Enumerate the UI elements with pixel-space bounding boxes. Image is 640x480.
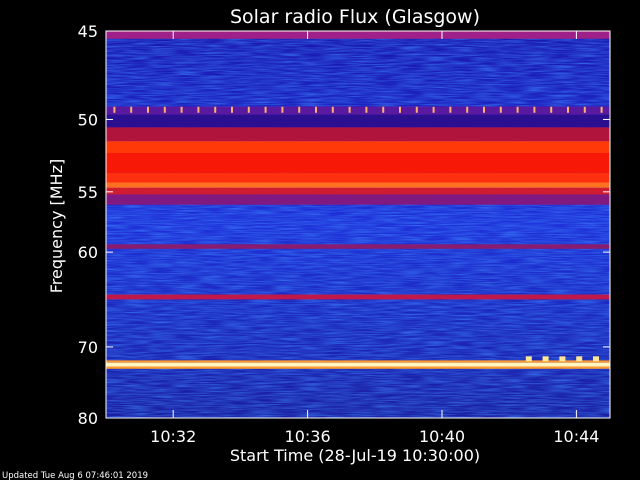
marker-0-20 — [449, 106, 452, 113]
x-axis: 10:32 10:36 10:40 10:44 — [150, 31, 599, 446]
y-tick-label-3: 60 — [78, 243, 98, 262]
band-6 — [106, 172, 610, 183]
marker-0-2 — [147, 106, 149, 113]
band-12 — [106, 360, 610, 363]
marker-0-6 — [214, 106, 217, 113]
marker-1-4 — [593, 356, 599, 362]
marker-0-13 — [331, 106, 334, 113]
band-1 — [106, 106, 610, 115]
y-axis-label: Frequency [MHz] — [47, 159, 66, 293]
marker-0-23 — [499, 106, 502, 113]
band-5 — [106, 153, 610, 173]
marker-0-9 — [264, 106, 267, 113]
marker-0-22 — [483, 106, 485, 113]
marker-0-18 — [415, 106, 418, 113]
marker-0-28 — [583, 106, 586, 113]
marker-1-3 — [576, 356, 583, 362]
y-tick-label-0: 45 — [78, 22, 98, 41]
band-14 — [106, 366, 610, 369]
marker-0-0 — [113, 106, 116, 113]
marker-0-4 — [180, 106, 183, 113]
marker-0-7 — [231, 106, 233, 113]
marker-0-16 — [382, 106, 385, 113]
updated-timestamp: Updated Tue Aug 6 07:46:01 2019 — [2, 471, 148, 480]
marker-0-3 — [163, 106, 166, 113]
marker-1-1 — [542, 356, 549, 362]
band-10 — [106, 244, 610, 249]
y-tick-label-1: 50 — [78, 110, 98, 129]
marker-0-8 — [247, 106, 250, 113]
x-tick-label-3: 10:44 — [553, 427, 599, 446]
x-tick-label-1: 10:36 — [285, 427, 331, 446]
band-0 — [106, 31, 610, 39]
band-2 — [106, 114, 610, 128]
band-3 — [106, 127, 610, 142]
y-tick-label-5: 80 — [78, 409, 98, 428]
x-tick-label-2: 10:40 — [419, 427, 465, 446]
marker-0-12 — [315, 106, 317, 113]
x-tick-label-0: 10:32 — [150, 427, 196, 446]
y-axis: 45 50 55 60 70 80 — [78, 22, 610, 428]
chart-title: Solar radio Flux (Glasgow) — [230, 6, 480, 28]
band-13 — [106, 362, 610, 367]
marker-0-1 — [130, 106, 133, 113]
marker-0-10 — [281, 106, 284, 113]
x-axis-label: Start Time (28-Jul-19 10:30:00) — [230, 446, 480, 465]
marker-0-21 — [466, 106, 469, 113]
marker-1-2 — [559, 356, 566, 362]
marker-0-29 — [600, 106, 603, 113]
marker-0-19 — [432, 106, 435, 113]
marker-0-11 — [298, 106, 301, 113]
marker-0-15 — [365, 106, 368, 113]
emission-bands — [106, 31, 610, 369]
burst-markers — [113, 106, 603, 362]
y-tick-label-2: 55 — [78, 183, 98, 202]
marker-0-27 — [567, 106, 569, 113]
marker-0-14 — [348, 106, 351, 113]
band-9 — [106, 194, 610, 205]
plot-frame — [105, 30, 611, 419]
band-7 — [106, 182, 610, 188]
y-tick-label-4: 70 — [78, 338, 98, 357]
marker-0-5 — [197, 106, 200, 113]
marker-0-17 — [399, 106, 401, 113]
plot-area — [106, 31, 610, 418]
spectrogram-noise-texture — [106, 31, 610, 418]
marker-0-25 — [533, 106, 536, 113]
band-4 — [106, 141, 610, 154]
band-11 — [106, 294, 610, 300]
band-8 — [106, 187, 610, 195]
marker-0-24 — [516, 106, 519, 113]
marker-0-26 — [550, 106, 553, 113]
marker-1-0 — [525, 356, 532, 362]
